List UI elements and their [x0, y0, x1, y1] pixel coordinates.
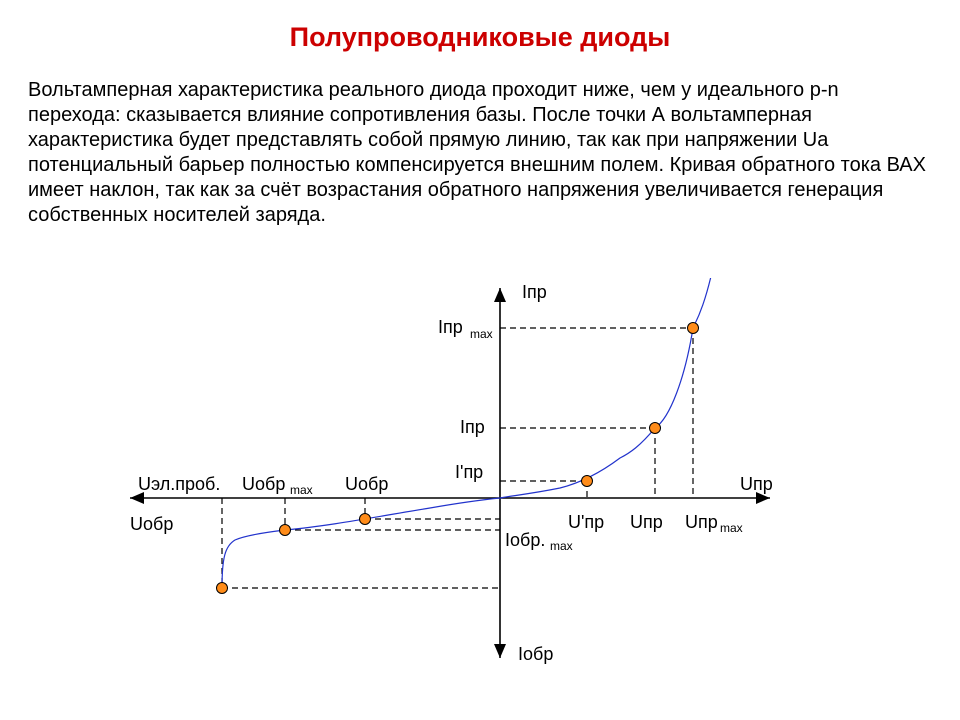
data-point [582, 476, 593, 487]
label-Uобр-max: Uобр [242, 474, 285, 494]
body-paragraph: Вольтамперная характеристика реального д… [28, 78, 932, 228]
axis-label-Uпр: Uпр [740, 474, 773, 494]
label-Uэл-проб: Uэл.проб. [138, 474, 220, 494]
data-point [650, 423, 661, 434]
axis-label-Iпр: Iпр [522, 282, 547, 302]
label-Uпр-max-sub: max [720, 521, 743, 535]
label-Iпр-max: Iпр [438, 317, 463, 337]
page-title: Полупроводниковые диоды [0, 22, 960, 53]
iv-curve-svg: IпрIобрUпрUобрIпрmaxIпрI'прIобр.maxU'прU… [130, 278, 830, 678]
data-point [280, 525, 291, 536]
data-point [688, 323, 699, 334]
label-Uобр-max-sub: max [290, 483, 313, 497]
label-Iprime: I'пр [455, 462, 483, 482]
label-Iобр-max-sub: max [550, 539, 573, 553]
label-Iпр: Iпр [460, 417, 485, 437]
axis-label-Uобр: Uобр [130, 514, 173, 534]
axis-arrow-icon [494, 644, 506, 658]
data-point [360, 514, 371, 525]
label-Uобр: Uобр [345, 474, 388, 494]
iv-curve-chart: IпрIобрUпрUобрIпрmaxIпрI'прIобр.maxU'прU… [130, 278, 830, 678]
label-Uprime: U'пр [568, 512, 604, 532]
label-Uпр: Uпр [630, 512, 663, 532]
label-Iобр-max: Iобр. [505, 530, 545, 550]
label-Iпр-max-sub: max [470, 327, 493, 341]
axis-arrow-icon [494, 288, 506, 302]
axis-label-Iобр: Iобр [518, 644, 553, 664]
data-point [217, 583, 228, 594]
label-Uпр-max: Uпр [685, 512, 718, 532]
